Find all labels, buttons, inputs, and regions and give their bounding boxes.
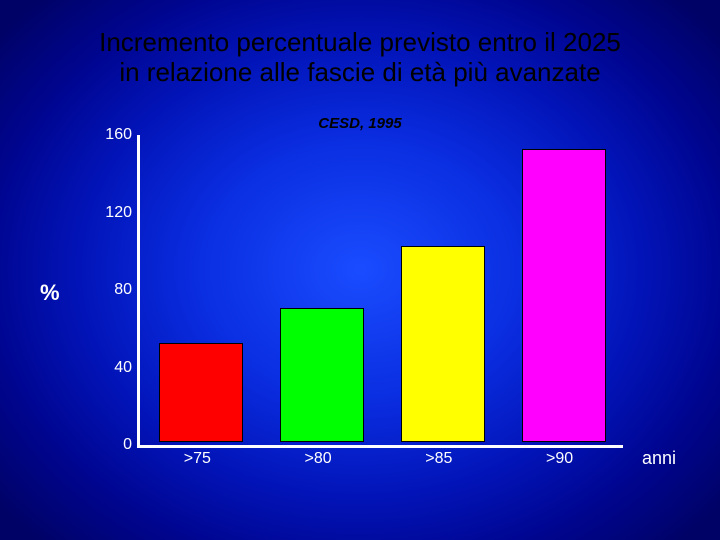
y-tick-label: 120 [98,204,132,222]
x-tick-label: >85 [425,450,452,468]
x-tick-label: >90 [546,450,573,468]
x-axis-label: anni [642,448,676,469]
y-tick-label: 80 [98,281,132,299]
title-line-2: in relazione alle fascie di età più avan… [119,57,600,87]
title-line-1: Incremento percentuale previsto entro il… [99,27,621,57]
x-tick-label: >75 [184,450,211,468]
bar [280,308,364,442]
y-tick-label: 40 [98,359,132,377]
y-axis-label: % [40,280,60,306]
bar [522,149,606,442]
bar [159,343,243,442]
plot-area [137,135,623,448]
slide: Incremento percentuale previsto entro il… [0,0,720,540]
chart-title: Incremento percentuale previsto entro il… [0,28,720,88]
y-tick-label: 160 [98,126,132,144]
y-tick-label: 0 [98,436,132,454]
bar-chart: 04080120160>75>80>85>90 [100,135,620,465]
x-tick-label: >80 [305,450,332,468]
bar [401,246,485,442]
